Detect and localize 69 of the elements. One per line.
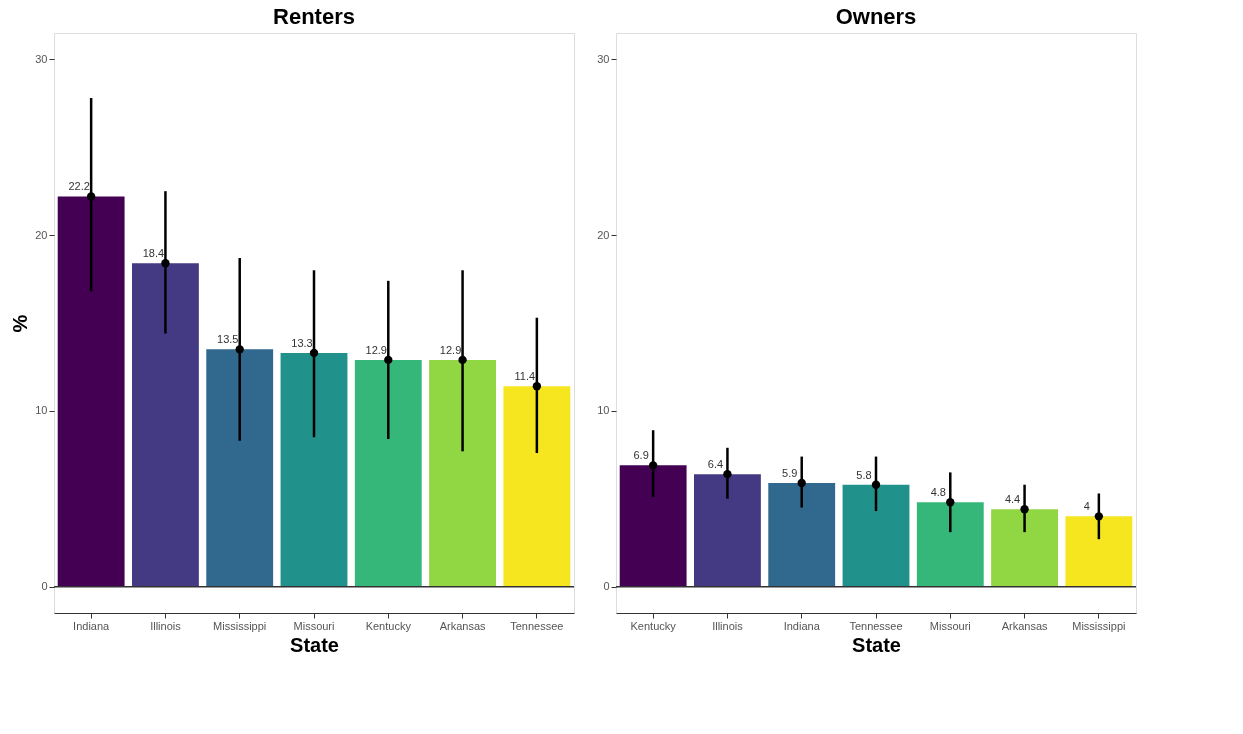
bar [619, 465, 687, 587]
x-tick-label: Mississippi [213, 619, 267, 632]
data-label: 13.5 [217, 333, 239, 346]
point [86, 192, 96, 201]
data-label: 12.9 [439, 343, 462, 356]
point [871, 480, 881, 489]
x-tick-label: Arkansas [1001, 619, 1048, 632]
point [309, 348, 319, 358]
data-label: 4.4 [1004, 493, 1021, 506]
y-tick-label: 0 [41, 580, 48, 593]
x-tick-label: Missouri [929, 619, 971, 632]
point [161, 259, 170, 268]
point [946, 498, 955, 507]
data-label: 5.8 [856, 468, 872, 481]
point [532, 382, 542, 391]
bar [429, 359, 496, 587]
bar [991, 509, 1058, 587]
x-tick-label: Kentucky [365, 619, 412, 632]
bar [694, 474, 761, 587]
bar [503, 386, 571, 587]
data-label: 5.9 [782, 466, 798, 479]
y-tick-label: 20 [597, 228, 610, 241]
y-tick-label: 10 [35, 404, 48, 417]
point [648, 461, 658, 470]
data-label: 11.4 [514, 370, 536, 383]
x-tick-label: Indiana [783, 619, 821, 632]
x-tick-label: Indiana [73, 619, 111, 632]
chart-title: Owners [835, 4, 917, 29]
data-label: 13.3 [291, 336, 313, 349]
y-tick-label: 30 [35, 52, 48, 65]
x-tick-label: Illinois [150, 619, 182, 632]
bar [206, 349, 274, 587]
data-label: 12.9 [365, 343, 387, 356]
y-tick-label: 0 [603, 580, 610, 593]
data-label: 6.9 [633, 449, 649, 462]
point [797, 478, 806, 488]
y-axis-title: % [9, 314, 32, 333]
chart-title: Renters [273, 4, 355, 29]
x-tick-label: Illinois [712, 619, 744, 632]
x-tick-label: Tennessee [849, 619, 903, 632]
x-tick-label: Kentucky [630, 619, 677, 632]
data-label: 4 [1083, 500, 1090, 513]
point [1020, 505, 1029, 514]
x-tick-label: Missouri [293, 619, 335, 632]
bar [132, 263, 199, 587]
point [723, 469, 732, 479]
x-axis-title: State [290, 633, 339, 656]
bar [354, 359, 422, 587]
y-tick-label: 30 [597, 52, 610, 65]
bar [1065, 516, 1133, 587]
point [235, 345, 244, 354]
data-label: 18.4 [142, 247, 165, 260]
bar [57, 196, 125, 587]
y-tick-label: 10 [597, 404, 610, 417]
bar [768, 482, 836, 587]
data-label: 4.8 [930, 486, 946, 499]
x-tick-label: Arkansas [439, 619, 486, 632]
data-label: 6.4 [707, 458, 724, 471]
data-label: 22.2 [68, 180, 90, 193]
point [1094, 512, 1104, 521]
bar [842, 484, 910, 587]
x-tick-label: Tennessee [510, 619, 564, 632]
y-tick-label: 20 [35, 228, 48, 241]
bar [916, 502, 984, 587]
point [384, 355, 393, 365]
bar [280, 352, 348, 587]
point [458, 355, 467, 365]
x-tick-label: Mississippi [1072, 619, 1126, 632]
x-axis-title: State [852, 633, 901, 656]
